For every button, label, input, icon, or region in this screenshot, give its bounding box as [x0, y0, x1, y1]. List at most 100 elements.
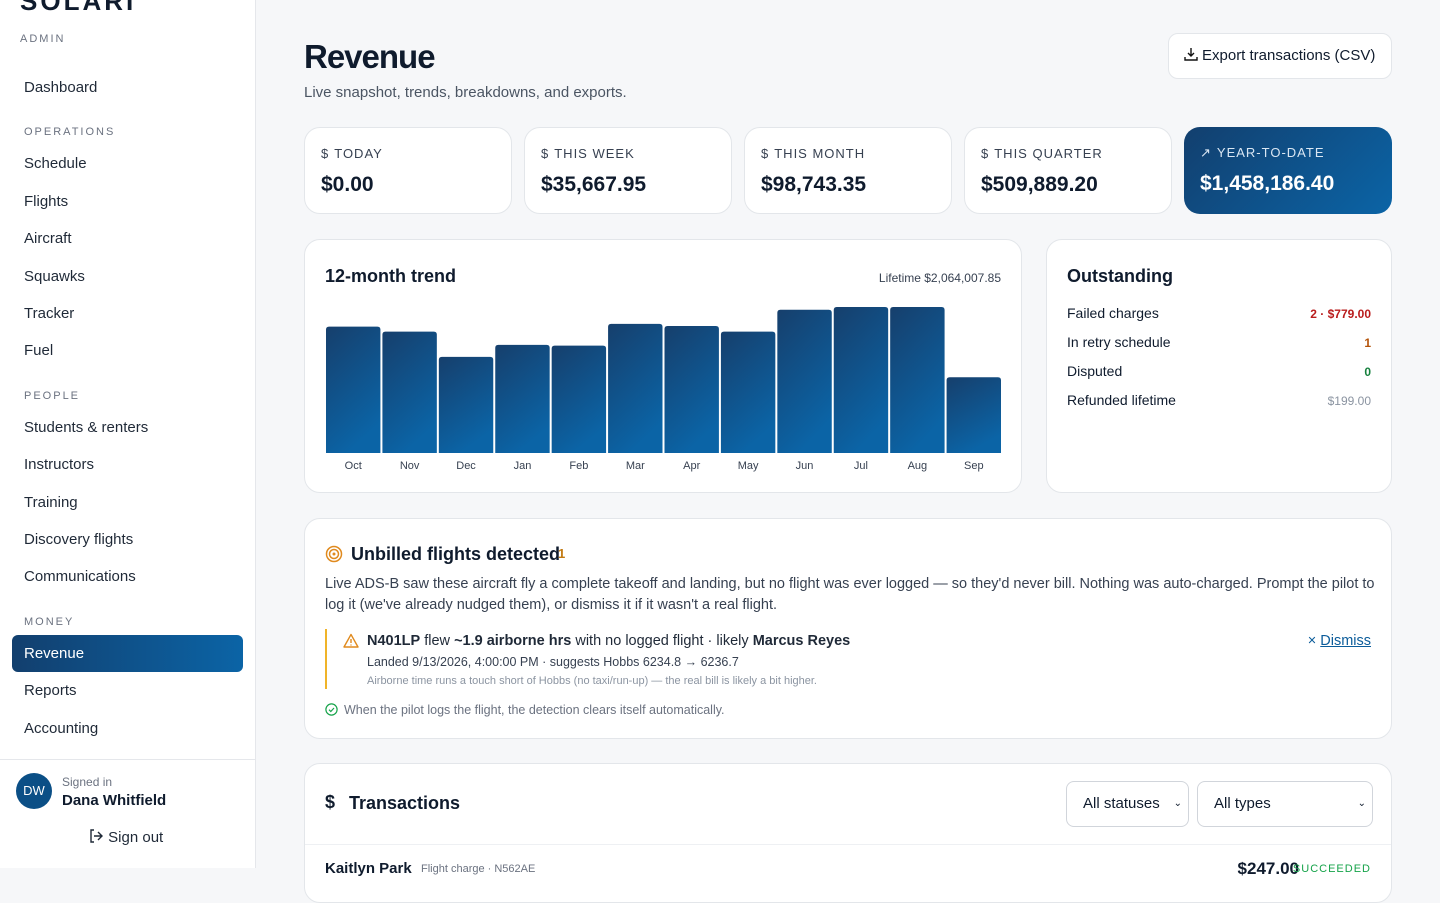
status-filter[interactable]: All statuses ⌄ [1066, 781, 1189, 827]
airborne-hours: ~1.9 airborne hrs [454, 633, 572, 649]
nav-item[interactable]: Students & renters [24, 418, 149, 436]
bar [720, 331, 776, 453]
alert-bar [325, 629, 327, 689]
tail-number: N401LP [367, 633, 421, 649]
stat-label: $ THIS QUARTER [981, 146, 1103, 161]
row-value: $199.00 [1327, 394, 1371, 408]
nav-item[interactable]: Revenue [12, 634, 243, 672]
stat-value: $509,889.20 [981, 173, 1098, 196]
nav-item[interactable]: Dashboard [24, 79, 98, 96]
x-tick-label: Feb [569, 460, 588, 472]
stat-card: $ TODAY $0.00 [304, 127, 512, 214]
outstanding-title: Outstanding [1067, 266, 1173, 286]
user-name: Dana Whitfield [62, 792, 167, 809]
outstanding-row: In retry schedule 1 [1067, 334, 1371, 350]
transactions-icon: $ [325, 792, 336, 812]
bar [777, 309, 832, 453]
nav-item[interactable]: Aircraft [24, 230, 72, 248]
bar [551, 345, 607, 453]
alert-verb: flew [424, 633, 451, 649]
transactions-card: $ Transactions All statuses ⌄ All types ⌄ … [304, 763, 1392, 903]
row-value: 1 [1364, 336, 1371, 350]
nav-heading: PEOPLE [24, 389, 81, 402]
txn-name: Kaitlyn Park [325, 860, 412, 877]
nav-item[interactable]: Training [24, 493, 78, 511]
row-label: Failed charges [1067, 305, 1159, 321]
txn-amount: $247.00 [1237, 859, 1299, 878]
nav-heading: MONEY [24, 615, 75, 628]
nav-item[interactable]: Instructors [24, 456, 95, 474]
txn-detail: Flight charge · N562AE [421, 863, 536, 875]
outstanding-row: Disputed 0 [1067, 363, 1371, 379]
bar [382, 331, 437, 453]
alert-headline: N401LP flew ~1.9 airborne hrs with no lo… [367, 633, 850, 649]
row-value: 2 · $779.00 [1310, 307, 1371, 321]
x-tick-label: Jun [796, 460, 814, 472]
nav-item[interactable]: Schedule [24, 155, 87, 173]
nav-item[interactable]: Fuel [24, 342, 54, 360]
lifetime-total: Lifetime $2,064,007.85 [878, 271, 1001, 285]
nav-item[interactable]: Tracker [24, 305, 75, 322]
alert-detail: Landed 9/13/2026, 4:00:00 PM · suggests … [367, 655, 739, 669]
sign-out-text: Sign out [108, 829, 164, 846]
sign-out[interactable]: Sign out [88, 828, 163, 846]
x-tick-label: Mar [626, 460, 645, 472]
nav-item[interactable]: Flights [24, 192, 69, 210]
stat-label-text: THIS QUARTER [994, 146, 1103, 161]
bar [946, 377, 1001, 453]
bar [438, 356, 494, 453]
stat-label: $ TODAY [321, 146, 383, 161]
alert-note: Airborne time runs a touch short of Hobb… [367, 675, 817, 687]
stat-value: $98,743.35 [761, 173, 867, 196]
row-value: 0 [1364, 365, 1371, 379]
status-filter-text: All statuses [1083, 795, 1160, 812]
bar [890, 307, 945, 453]
nav-heading: OPERATIONS [24, 126, 116, 139]
row-label: Refunded lifetime [1067, 392, 1176, 408]
pilot-name: Marcus Reyes [752, 633, 851, 649]
page-subtitle: Live snapshot, trends, breakdowns, and e… [304, 84, 627, 101]
dismiss-button[interactable]: × Dismiss [1307, 633, 1371, 649]
brand: SOLARI [20, 0, 137, 16]
stat-card: $ THIS QUARTER $509,889.20 [964, 127, 1172, 214]
unbilled-description: Live ADS-B saw these aircraft fly a comp… [325, 576, 1375, 613]
stat-value: $1,458,186.40 [1200, 172, 1335, 195]
nav-item[interactable]: Accounting [24, 719, 99, 737]
stat-card: $ THIS WEEK $35,667.95 [524, 127, 732, 214]
target-icon [325, 545, 343, 563]
alert-middle: with no logged flight · likely [575, 633, 749, 649]
x-tick-label: Sep [964, 460, 984, 472]
page-title: Revenue [304, 38, 436, 75]
x-tick-label: Jul [854, 460, 868, 472]
export-button[interactable]: Export transactions (CSV) [1168, 33, 1392, 79]
sidebar: SOLARI ADMIN Dashboard OPERATIONS Schedule… [0, 0, 256, 868]
user-panel: DW Signed in Dana Whitfield Sign out [0, 759, 255, 868]
x-tick-label: Dec [456, 460, 476, 472]
stat-label: $ THIS MONTH [761, 146, 866, 161]
bar [326, 326, 381, 453]
nav-item[interactable]: Reports [24, 682, 77, 700]
transactions-title: Transactions [349, 793, 461, 813]
trend-card: 12-month trend Lifetime $2,064,007.85 Oc… [304, 239, 1022, 493]
check-icon [325, 703, 338, 716]
stat-label-text: YEAR-TO-DATE [1216, 145, 1325, 160]
nav-item[interactable]: Communications [24, 568, 136, 586]
warning-icon [343, 633, 359, 648]
unbilled-count: 1 [558, 546, 566, 561]
unbilled-title: Unbilled flights detected [351, 544, 561, 564]
txn-status: SUCCEEDED [1292, 863, 1371, 875]
stat-value: $35,667.95 [541, 173, 647, 196]
outstanding-row: Refunded lifetime $199.00 [1067, 392, 1371, 408]
nav-item[interactable]: Squawks [24, 267, 85, 285]
role: ADMIN [20, 33, 66, 45]
row-label: In retry schedule [1067, 334, 1171, 350]
type-filter[interactable]: All types ⌄ [1197, 781, 1373, 827]
export-text: Export transactions (CSV) [1202, 47, 1376, 64]
type-filter-text: All types [1214, 795, 1271, 812]
sign-out-icon [90, 829, 103, 843]
avatar: DW [16, 773, 52, 809]
bar [664, 325, 719, 453]
nav-item[interactable]: Discovery flights [24, 531, 134, 548]
row-label: Disputed [1067, 363, 1123, 379]
x-tick-label: May [738, 460, 759, 472]
